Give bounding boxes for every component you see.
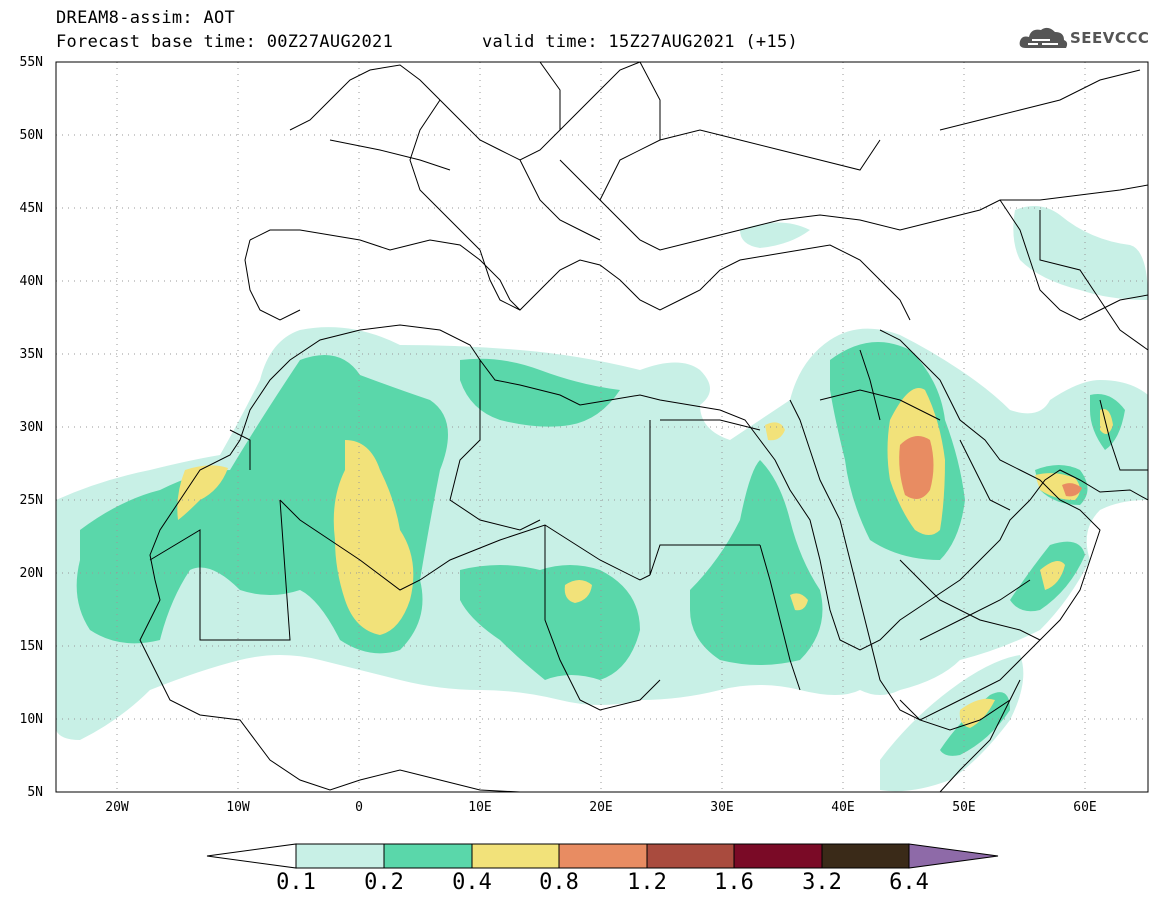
lon-label: 60E: [1073, 800, 1097, 815]
lat-label: 30N: [19, 420, 43, 435]
colorbar-bin-2: [383, 843, 473, 869]
colorbar-label: 6.4: [889, 870, 929, 895]
chart-title: DREAM8-assim: AOT: [56, 8, 236, 28]
colorbar-label: 3.2: [802, 870, 842, 895]
colorbar-bin-5: [646, 843, 735, 869]
map-frame: [55, 61, 1149, 793]
colorbar-bin-1: [295, 843, 385, 869]
colorbar-bin-3: [471, 843, 560, 869]
colorbar-label: 0.8: [539, 870, 579, 895]
lat-label: 25N: [19, 493, 43, 508]
logo-text: SEEVCCC: [1070, 29, 1150, 47]
lat-label: 45N: [19, 201, 43, 216]
lat-label: 20N: [19, 566, 43, 581]
lon-label: 0: [355, 800, 363, 815]
colorbar-bin-4: [558, 843, 648, 869]
colorbar-bin-6: [733, 843, 823, 869]
lat-label: 15N: [19, 639, 43, 654]
valid-time: valid time: 15Z27AUG2021 (+15): [482, 32, 799, 52]
lon-label: 10W: [226, 800, 250, 815]
forecast-base-time: Forecast base time: 00Z27AUG2021: [56, 32, 394, 52]
colorbar-label: 0.1: [276, 870, 316, 895]
map-gridlines: [56, 62, 1148, 792]
colorbar-label: 1.2: [627, 870, 667, 895]
lat-label: 50N: [19, 128, 43, 143]
colorbar-underflow-triangle: [206, 843, 297, 869]
colorbar-label: 1.6: [714, 870, 754, 895]
colorbar-bin-7: [821, 843, 910, 869]
lat-label: 5N: [27, 785, 43, 800]
colorbar-label: 0.4: [452, 870, 492, 895]
lat-label: 40N: [19, 274, 43, 289]
colorbar: [206, 843, 999, 869]
lat-label: 10N: [19, 712, 43, 727]
cloud-icon: [1019, 27, 1068, 48]
coastlines-borders: [139, 62, 1148, 792]
colorbar-label: 0.2: [364, 870, 404, 895]
seevccc-logo: SEEVCCC: [1018, 24, 1158, 58]
lon-label: 30E: [710, 800, 734, 815]
lon-label: 50E: [952, 800, 976, 815]
lat-label: 35N: [19, 347, 43, 362]
lon-label: 10E: [468, 800, 492, 815]
lon-label: 20E: [589, 800, 613, 815]
lon-label: 40E: [831, 800, 855, 815]
aot-field-0.8: [899, 436, 1082, 499]
lon-label: 20W: [105, 800, 129, 815]
lat-label: 55N: [19, 55, 43, 70]
colorbar-overflow-triangle: [908, 843, 999, 869]
